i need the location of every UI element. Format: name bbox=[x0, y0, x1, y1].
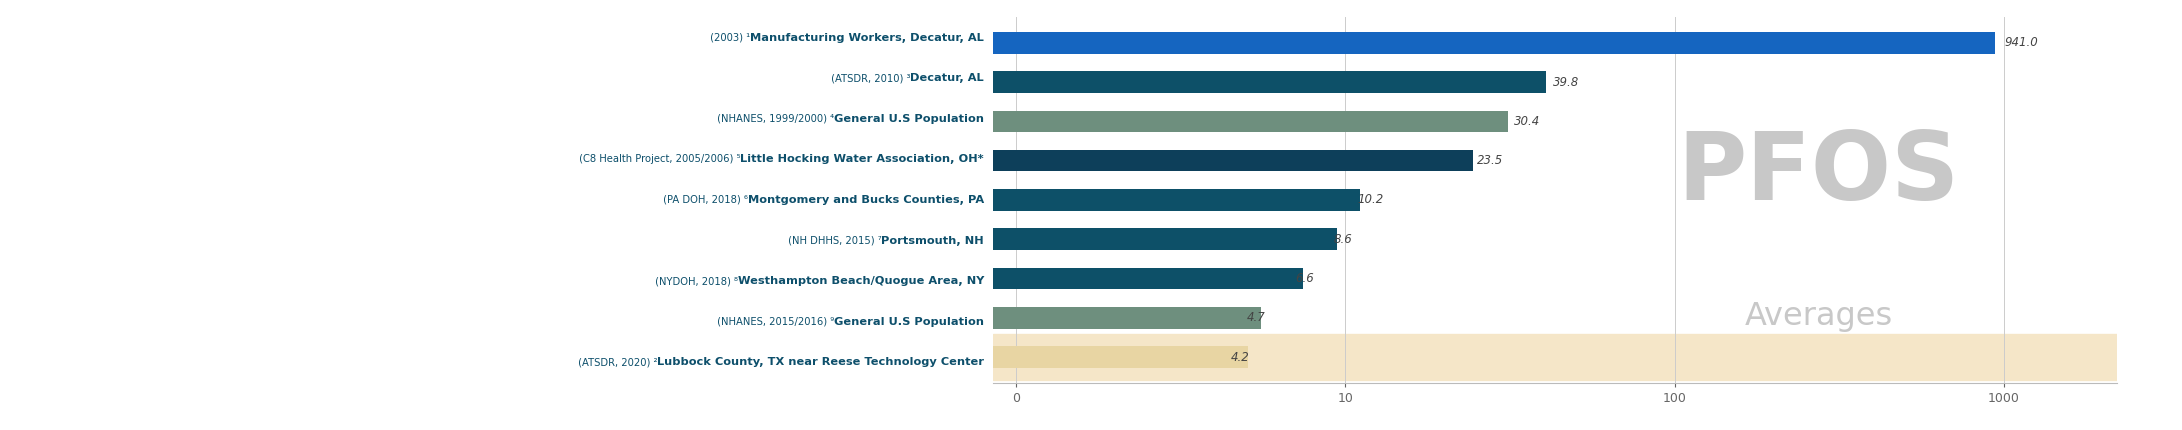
Text: Little Hocking Water Association, OH*: Little Hocking Water Association, OH* bbox=[740, 154, 984, 164]
Bar bbox=[993, 32, 1994, 54]
Text: Decatur, AL: Decatur, AL bbox=[910, 73, 984, 83]
Bar bbox=[993, 150, 1473, 172]
Text: 30.4: 30.4 bbox=[1514, 115, 1540, 128]
Bar bbox=[993, 189, 1359, 211]
Text: 23.5: 23.5 bbox=[1477, 154, 1503, 167]
Text: 4.7: 4.7 bbox=[1246, 311, 1266, 324]
Text: (PA DOH, 2018) ⁶: (PA DOH, 2018) ⁶ bbox=[661, 195, 748, 205]
Text: 39.8: 39.8 bbox=[1551, 76, 1580, 89]
Bar bbox=[993, 335, 2117, 380]
Text: (2003) ¹: (2003) ¹ bbox=[707, 33, 751, 43]
Text: (ATSDR, 2020) ²: (ATSDR, 2020) ² bbox=[574, 357, 657, 367]
Text: (NH DHHS, 2015) ⁷: (NH DHHS, 2015) ⁷ bbox=[786, 236, 882, 246]
Text: PFOS: PFOS bbox=[1678, 129, 1959, 220]
Text: Westhampton Beach/Quogue Area, NY: Westhampton Beach/Quogue Area, NY bbox=[738, 276, 984, 286]
Text: 4.2: 4.2 bbox=[1231, 350, 1250, 364]
Bar bbox=[993, 71, 1545, 93]
Bar bbox=[993, 346, 1248, 368]
Text: 941.0: 941.0 bbox=[2005, 36, 2038, 49]
Text: 6.6: 6.6 bbox=[1296, 272, 1314, 285]
Text: (NHANES, 1999/2000) ⁴: (NHANES, 1999/2000) ⁴ bbox=[714, 114, 834, 124]
Text: Lubbock County, TX near Reese Technology Center: Lubbock County, TX near Reese Technology… bbox=[657, 357, 984, 367]
Text: (NHANES, 2015/2016) ⁹: (NHANES, 2015/2016) ⁹ bbox=[714, 317, 834, 327]
Text: 8.6: 8.6 bbox=[1333, 233, 1353, 246]
Text: Montgomery and Bucks Counties, PA: Montgomery and Bucks Counties, PA bbox=[748, 195, 984, 205]
Text: (ATSDR, 2010) ³: (ATSDR, 2010) ³ bbox=[827, 73, 910, 83]
Bar bbox=[993, 111, 1508, 132]
Text: Portsmouth, NH: Portsmouth, NH bbox=[882, 236, 984, 246]
Bar bbox=[993, 307, 1261, 329]
Bar bbox=[993, 268, 1303, 289]
Bar bbox=[993, 228, 1338, 250]
Text: Manufacturing Workers, Decatur, AL: Manufacturing Workers, Decatur, AL bbox=[751, 33, 984, 43]
Text: (NYDOH, 2018) ⁸: (NYDOH, 2018) ⁸ bbox=[652, 276, 738, 286]
Text: 10.2: 10.2 bbox=[1357, 194, 1383, 206]
Text: (C8 Health Project, 2005/2006) ⁵: (C8 Health Project, 2005/2006) ⁵ bbox=[576, 154, 740, 164]
Text: General U.S Population: General U.S Population bbox=[834, 317, 984, 327]
Text: Averages: Averages bbox=[1746, 301, 1892, 332]
Text: General U.S Population: General U.S Population bbox=[834, 114, 984, 124]
